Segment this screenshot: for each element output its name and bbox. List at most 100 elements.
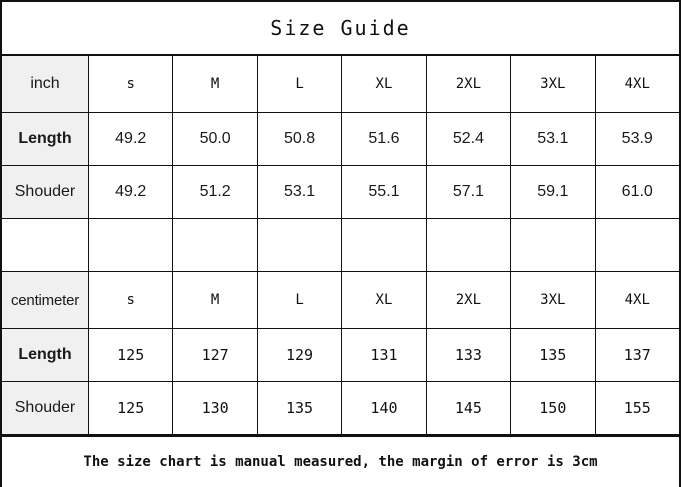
- measure-value: 150: [539, 399, 567, 417]
- unit-label-centimeter: centimeter: [2, 272, 89, 328]
- unit-label-inch: inch: [2, 56, 89, 112]
- table-cell: 55.1: [342, 166, 427, 218]
- footer-row: The size chart is manual measured, the m…: [2, 435, 679, 487]
- spacer-cell: [595, 219, 679, 271]
- size-label: 3XL: [540, 292, 566, 308]
- table-cell: 53.1: [511, 113, 596, 165]
- measure-value: 125: [117, 399, 145, 417]
- size-column-header-2xl: 2XL: [426, 56, 512, 112]
- size-column-header-4xl: 4XL: [595, 272, 679, 328]
- table-cell: 135: [511, 329, 596, 381]
- size-label: 4XL: [624, 76, 650, 92]
- size-label: s: [126, 76, 135, 92]
- measure-value: 133: [454, 346, 482, 364]
- size-label: 3XL: [540, 76, 566, 92]
- table-cell: 130: [173, 382, 258, 434]
- table-cell: 127: [173, 329, 258, 381]
- table-cell: 53.9: [595, 113, 679, 165]
- measurement-disclaimer: The size chart is manual measured, the m…: [83, 454, 598, 470]
- table-cell: 51.6: [342, 113, 427, 165]
- measure-value: 53.1: [283, 183, 316, 200]
- table-cell: 145: [426, 382, 512, 434]
- size-column-header-3xl: 3XL: [511, 272, 596, 328]
- measure-label-length-inch: Length: [2, 113, 89, 165]
- spacer-cell: [342, 219, 427, 271]
- table-cell: 131: [342, 329, 427, 381]
- size-column-header-l: L: [257, 272, 343, 328]
- measure-value: 51.6: [368, 130, 400, 147]
- table-cell: 53.1: [257, 166, 343, 218]
- table-cell: 135: [257, 382, 343, 434]
- measure-value: 50.8: [283, 130, 316, 147]
- spacer-row: [2, 219, 679, 272]
- measure-label-shoulder-inch: Shouder: [2, 166, 89, 218]
- measure-value: 127: [201, 346, 229, 364]
- table-cell: 155: [595, 382, 679, 434]
- size-column-header-s: s: [89, 56, 174, 112]
- title-row: Size Guide: [2, 2, 679, 56]
- size-label: M: [210, 76, 220, 92]
- measure-value: 59.1: [537, 183, 569, 200]
- table-cell: 52.4: [426, 113, 512, 165]
- page-title: Size Guide: [270, 16, 411, 40]
- measure-value: 125: [117, 346, 145, 364]
- measure-value: 49.2: [115, 183, 147, 200]
- measure-value: 51.2: [199, 183, 231, 200]
- measure-value: 50.0: [199, 130, 231, 147]
- measure-value: 130: [201, 399, 229, 417]
- measure-value: 137: [623, 346, 651, 364]
- table-cell: 51.2: [173, 166, 258, 218]
- measure-value: 53.9: [621, 130, 653, 147]
- measure-label-shoulder-centimeter: Shouder: [2, 382, 89, 434]
- spacer-cell: [89, 219, 174, 271]
- size-column-header-s: s: [89, 272, 174, 328]
- size-column-header-m: M: [173, 272, 258, 328]
- table-cell: 137: [595, 329, 679, 381]
- table-cell: 49.2: [89, 166, 174, 218]
- measure-value: 135: [286, 399, 314, 417]
- table-cell: 125: [89, 329, 174, 381]
- spacer-cell: [173, 219, 258, 271]
- measure-value: 53.1: [537, 130, 569, 147]
- table-cell: 125: [89, 382, 174, 434]
- size-label: XL: [375, 76, 393, 92]
- size-column-header-m: M: [173, 56, 258, 112]
- size-label: XL: [375, 292, 393, 308]
- measure-value: 49.2: [115, 130, 147, 147]
- measure-value: 131: [370, 346, 398, 364]
- table-cell: 129: [257, 329, 343, 381]
- measure-value: 57.1: [452, 183, 484, 200]
- table-cell: 57.1: [426, 166, 512, 218]
- size-label: 2XL: [455, 292, 482, 308]
- table-row: Shouder 125 130 135 140 145 150 155: [2, 382, 679, 435]
- size-column-header-xl: XL: [342, 56, 427, 112]
- table-cell: 150: [511, 382, 596, 434]
- size-label: 2XL: [455, 76, 482, 92]
- measure-label-length-centimeter: Length: [2, 329, 89, 381]
- size-grid: inch s M L XL 2XL 3XL 4XL Length 49.2 50…: [2, 56, 679, 435]
- table-cell: 140: [342, 382, 427, 434]
- table-cell: 50.8: [257, 113, 343, 165]
- size-column-header-2xl: 2XL: [426, 272, 512, 328]
- table-row: Length 125 127 129 131 133 135 137: [2, 329, 679, 382]
- table-row: Shouder 49.2 51.2 53.1 55.1 57.1 59.1 61…: [2, 166, 679, 219]
- table-cell: 50.0: [173, 113, 258, 165]
- measure-value: 135: [539, 346, 567, 364]
- measure-value: 155: [623, 399, 651, 417]
- size-column-header-3xl: 3XL: [511, 56, 596, 112]
- spacer-cell: [511, 219, 596, 271]
- table-cell: 49.2: [89, 113, 174, 165]
- size-column-header-l: L: [257, 56, 343, 112]
- size-header-row-centimeter: centimeter s M L XL 2XL 3XL 4XL: [2, 272, 679, 329]
- size-label: L: [295, 76, 304, 92]
- size-header-row-inch: inch s M L XL 2XL 3XL 4XL: [2, 56, 679, 113]
- measure-value: 55.1: [368, 183, 400, 200]
- measure-value: 52.4: [452, 130, 484, 147]
- size-label: M: [210, 292, 220, 308]
- table-cell: 59.1: [511, 166, 596, 218]
- spacer-cell: [426, 219, 512, 271]
- measure-value: 61.0: [621, 183, 653, 200]
- size-label: 4XL: [624, 292, 650, 308]
- table-cell: 61.0: [595, 166, 679, 218]
